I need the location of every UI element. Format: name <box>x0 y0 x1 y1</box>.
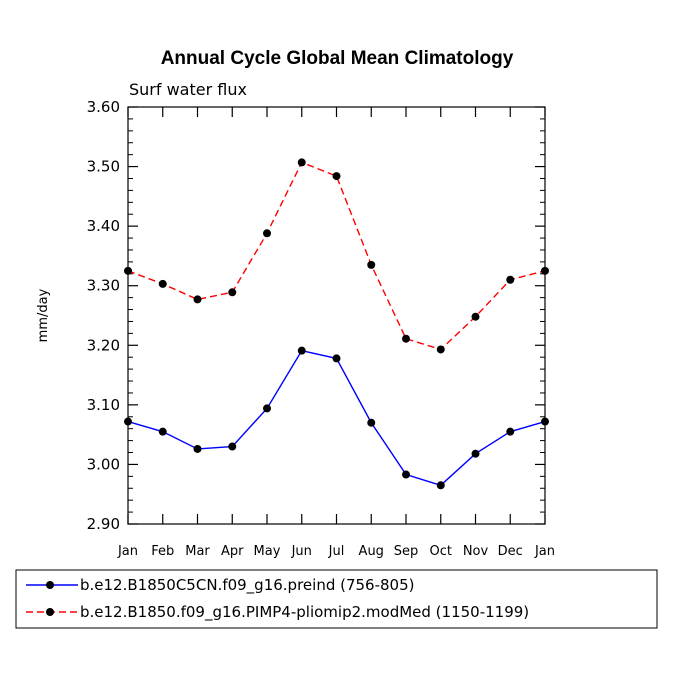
y-tick-label: 3.40 <box>87 217 120 235</box>
legend-label-2: b.e12.B1850.f09_g16.PIMP4-pliomip2.modMe… <box>80 603 529 622</box>
series-1-point <box>402 470 410 479</box>
series-2-point <box>124 266 132 275</box>
series-1-point <box>471 449 480 458</box>
series-2-point <box>332 172 341 181</box>
y-tick-label: 3.50 <box>87 158 120 176</box>
series-1-point <box>436 481 445 490</box>
series-2-point <box>158 279 167 288</box>
x-tick-label: Apr <box>221 544 244 559</box>
x-tick-label: Mar <box>185 544 210 559</box>
series-line-1 <box>127 349 546 487</box>
series-2-point <box>541 266 549 275</box>
series-1-point <box>506 427 515 436</box>
series-1-point <box>228 442 237 451</box>
x-tick-label: May <box>254 544 281 559</box>
series-2-point <box>367 260 376 269</box>
series-2-point <box>471 312 480 321</box>
legend-label-1: b.e12.B1850C5CN.f09_g16.preind (756-805) <box>80 576 415 595</box>
x-tick-label: Sep <box>394 544 419 559</box>
legend-marker-1 <box>46 581 54 589</box>
legend-marker-2 <box>46 608 54 616</box>
series-1-point <box>541 417 549 426</box>
series-2-point <box>436 345 445 354</box>
series-2-point <box>228 288 237 297</box>
series-2-point <box>506 275 515 284</box>
chart-title: Annual Cycle Global Mean Climatology <box>161 48 514 69</box>
x-tick-label: Jun <box>291 544 312 559</box>
x-tick-label: Feb <box>151 544 174 559</box>
x-tick-label: Jan <box>534 544 555 559</box>
series-2-point <box>402 334 410 343</box>
series-1-point <box>332 354 341 363</box>
series-2-point <box>263 229 271 238</box>
legend: b.e12.B1850C5CN.f09_g16.preind (756-805)… <box>15 569 658 629</box>
y-tick-label: 3.30 <box>87 277 120 295</box>
x-tick-label: Aug <box>359 544 384 559</box>
series-layer <box>124 158 549 490</box>
x-tick-label: Dec <box>498 544 523 559</box>
series-2-point <box>297 158 306 167</box>
series-2-point <box>193 295 202 304</box>
plot-frame <box>127 106 546 525</box>
axis-ticks: 2.90 3.00 3.10 3.20 3.30 3.40 3.50 3.60 Jan Feb Ma… <box>87 98 555 559</box>
x-tick-label: Jul <box>328 544 345 559</box>
y-axis-label: mm/day <box>36 288 51 342</box>
series-1-point <box>263 404 271 413</box>
series-line-2 <box>127 161 546 351</box>
series-1-point <box>193 444 202 453</box>
x-tick-label: Nov <box>463 544 489 559</box>
y-tick-label: 3.20 <box>87 336 120 354</box>
chart-subtitle: Surf water flux <box>129 80 247 99</box>
y-tick-label: 2.90 <box>87 515 120 533</box>
y-tick-label: 3.10 <box>87 396 120 414</box>
series-1-point <box>367 418 376 427</box>
x-tick-label: Jan <box>117 544 138 559</box>
y-tick-label: 3.00 <box>87 455 120 473</box>
series-1-point <box>297 346 306 355</box>
series-1-point <box>158 427 167 436</box>
y-tick-label: 3.60 <box>87 98 120 116</box>
series-1-point <box>124 417 132 426</box>
x-tick-label: Oct <box>430 544 452 559</box>
legend-box <box>15 569 658 629</box>
